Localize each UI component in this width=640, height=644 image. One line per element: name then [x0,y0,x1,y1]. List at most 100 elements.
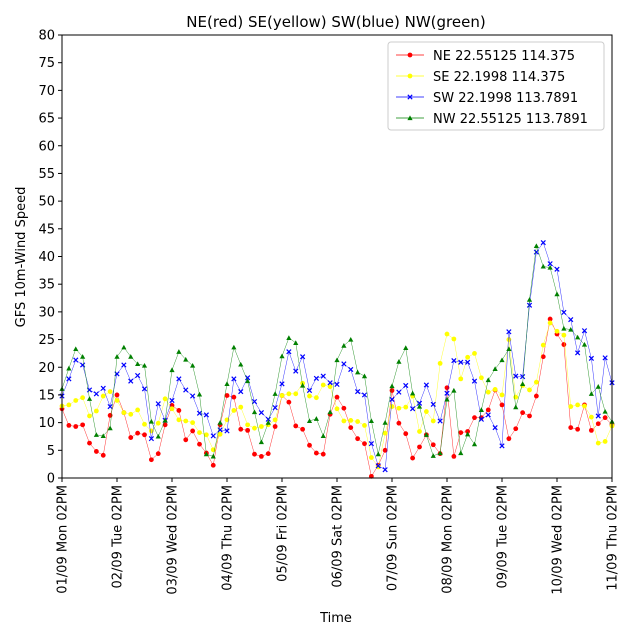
data-point [561,309,567,316]
data-point [148,436,154,442]
data-point [533,243,539,249]
data-point [527,387,532,393]
data-point [513,373,519,379]
data-point [410,406,416,412]
y-tick-label: 60 [38,139,55,154]
data-point [575,350,581,356]
y-tick-label: 25 [38,333,55,348]
data-point [203,451,209,457]
data-point [148,418,154,424]
data-point [341,418,347,424]
data-point [286,391,292,397]
data-point [588,427,594,433]
data-point [313,375,319,381]
data-point [66,376,72,382]
data-point [451,357,457,364]
data-point [430,453,436,458]
data-point [417,444,422,450]
data-point [272,391,278,396]
data-point [272,424,278,429]
data-point [320,451,326,457]
data-point [492,387,498,392]
legend-item: NE 22.55125 114.375 [396,49,575,64]
data-point [293,340,299,345]
data-point [361,392,368,398]
data-point [141,386,148,392]
data-point [348,366,354,373]
data-point [458,430,464,435]
data-point [73,398,79,403]
data-point [217,431,223,437]
data-point [203,432,209,438]
data-point [231,394,237,400]
data-point [547,261,553,267]
data-point [141,362,148,368]
data-point [382,430,388,436]
data-point [375,464,381,470]
legend-item: SW 22.1998 113.7891 [396,91,578,106]
data-point [575,334,581,340]
data-point [196,410,203,416]
data-point [355,419,361,424]
data-point [361,373,368,379]
data-point [93,449,99,454]
data-point [190,393,196,399]
data-point [588,414,594,420]
data-point [238,426,244,432]
data-point [561,332,567,338]
y-tick-label: 30 [38,305,55,320]
data-point [300,354,306,360]
data-point [568,326,574,332]
data-point [492,424,498,431]
data-point [499,392,505,398]
data-point [526,297,533,302]
data-point [478,407,484,412]
data-point [252,451,257,457]
legend-swatch-marker [407,73,413,79]
x-tick-label: 05/09 Fri 02PM [276,485,291,582]
legend-item: SE 22.1998 114.375 [396,70,565,85]
y-tick-label: 55 [38,167,55,182]
data-point [245,375,251,381]
data-point [355,369,361,375]
data-point [595,421,601,427]
data-point [485,377,491,383]
data-point [430,418,436,424]
data-point [499,357,505,363]
data-point [210,453,216,459]
data-point [368,418,374,424]
data-point [258,410,264,416]
data-point [403,382,409,389]
data-point [547,320,553,326]
series-2 [59,240,615,473]
data-point [602,415,608,421]
data-point [575,426,581,432]
data-point [465,359,471,365]
data-point [135,407,141,413]
data-point [238,404,244,410]
y-tick-label: 0 [47,472,55,487]
data-point [121,410,127,416]
series-0 [59,316,615,479]
data-point [382,447,388,453]
data-point [533,393,539,399]
data-point [595,440,601,446]
data-point [465,354,471,360]
data-point [471,441,478,447]
data-point [258,454,264,459]
data-point [210,433,216,439]
data-point [183,356,189,362]
x-tick-label: 08/09 Mon 02PM [441,485,456,594]
data-point [231,408,237,413]
data-point [86,396,93,401]
data-point [320,433,326,438]
data-point [307,442,312,448]
data-point [197,441,202,447]
data-point [417,429,422,434]
data-point [265,451,271,457]
data-point [155,420,161,426]
data-point [183,437,189,443]
data-point [540,240,546,246]
data-point [437,360,443,366]
